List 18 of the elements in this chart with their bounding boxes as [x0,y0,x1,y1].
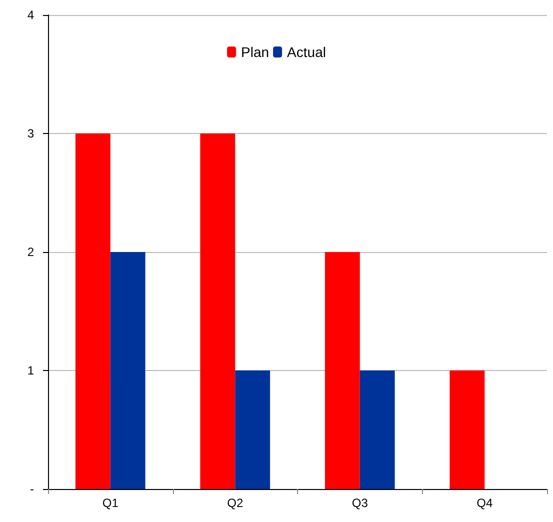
x-tick-label: Q3 [352,496,368,510]
bar [324,252,360,489]
x-tick-label: Q2 [227,496,244,510]
bar [450,370,485,489]
y-tick-label: 4 [27,8,34,22]
bar [235,370,270,489]
y-tick-label: 3 [27,126,34,140]
legend-label: Plan [241,44,270,60]
bar [75,134,110,489]
x-tick-label: Q1 [102,496,119,510]
y-tick-label: 1 [27,364,34,378]
y-tick-label: 2 [27,245,34,259]
bar [110,252,146,489]
x-tick-label: Q4 [476,496,493,510]
legend-label: Actual [287,44,326,60]
bar [200,134,236,489]
bar [360,370,395,489]
y-tick-label: - [30,482,34,496]
